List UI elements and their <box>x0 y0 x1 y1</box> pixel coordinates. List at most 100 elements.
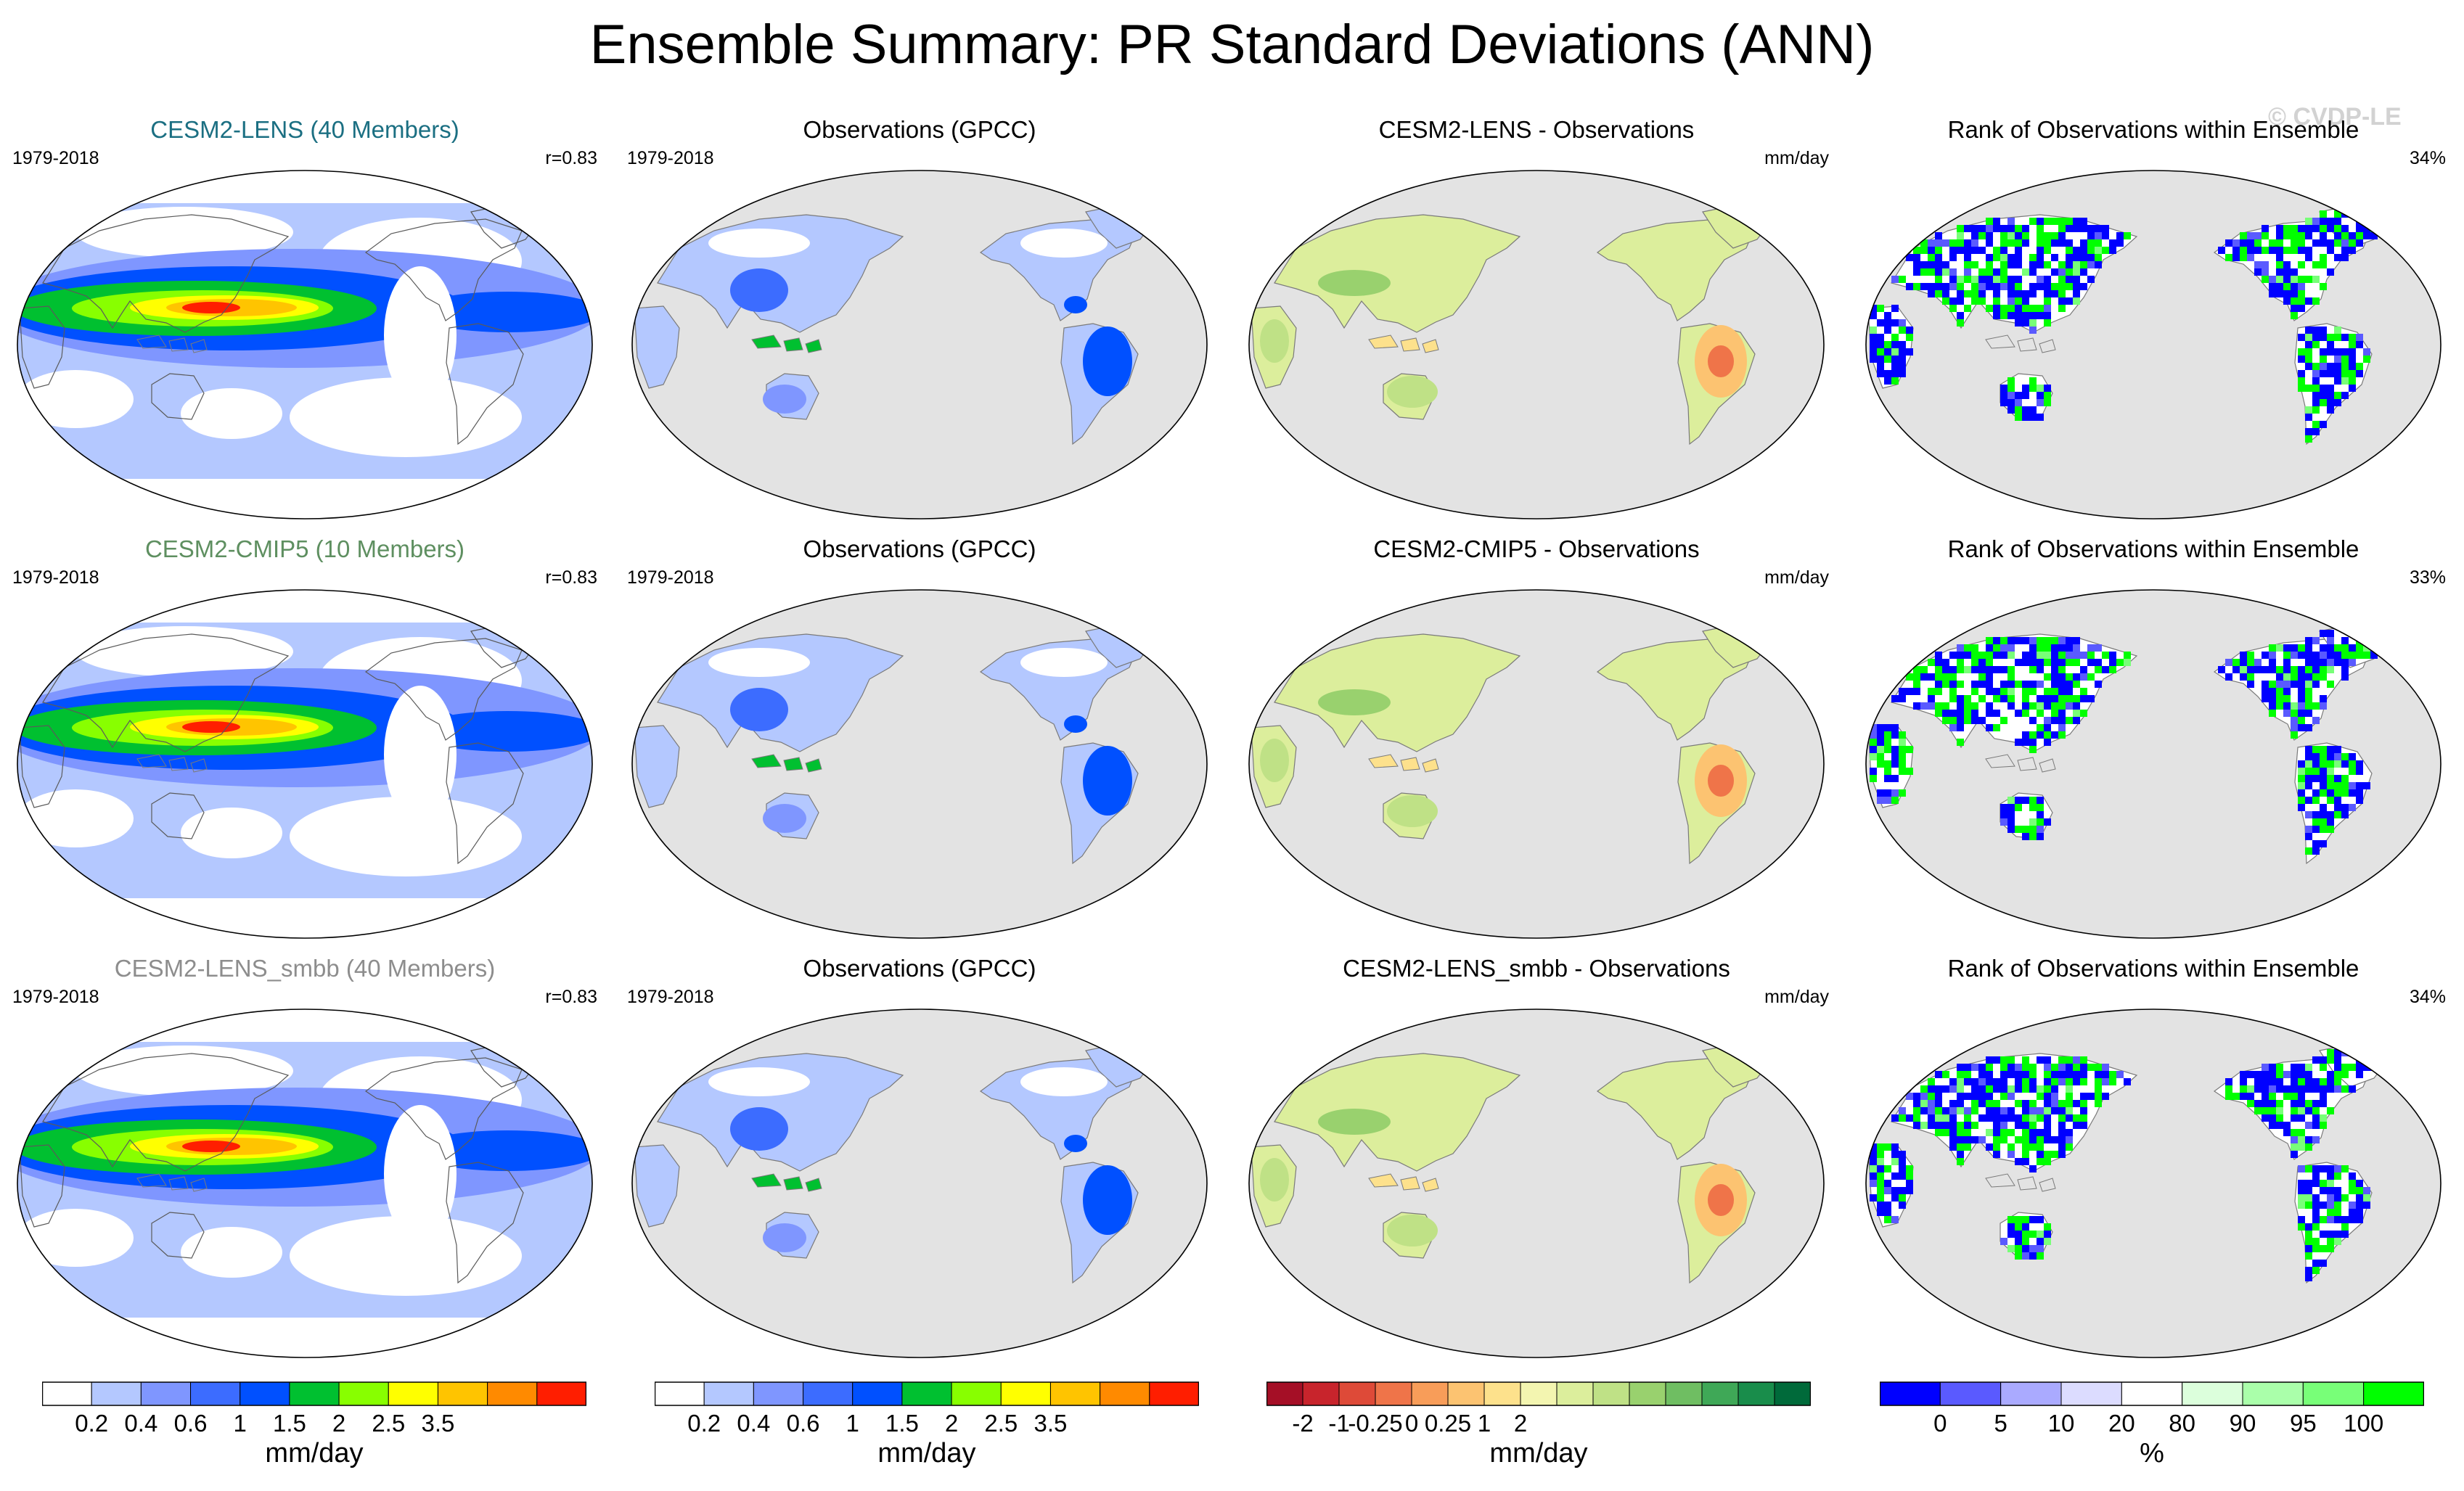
rank-cell <box>2007 1129 2015 1136</box>
rank-cell <box>2320 1216 2327 1223</box>
rank-cell <box>1877 739 1884 746</box>
rank-cell <box>2087 225 2095 232</box>
rank-cell <box>2022 1107 2029 1114</box>
land-maritime-continent <box>2017 1176 2037 1191</box>
rank-cell <box>2066 644 2073 652</box>
rank-cell <box>2334 811 2341 818</box>
rank-cell <box>1870 753 1877 760</box>
land-maritime-continent <box>751 754 782 768</box>
rank-cell <box>1935 254 1942 261</box>
diff-amazon-core <box>1708 765 1734 797</box>
rank-cell <box>2298 681 2305 688</box>
rank-cell <box>1899 319 1906 326</box>
diff-himalaya <box>1318 270 1391 296</box>
rank-cell <box>1949 283 1957 290</box>
rank-cell <box>2000 385 2007 392</box>
rank-cell <box>2029 818 2037 826</box>
rank-cell <box>1920 283 1928 290</box>
rank-cell <box>2305 356 2312 363</box>
rank-cell <box>1986 1071 1993 1078</box>
rank-cell <box>2298 305 2305 312</box>
colorbar-swatch <box>289 1381 340 1406</box>
rank-cell <box>2000 312 2007 319</box>
rank-cell <box>1935 1107 1942 1114</box>
rank-cell <box>2312 218 2320 225</box>
rank-cell <box>2029 1165 2037 1172</box>
map-border <box>631 589 1208 939</box>
rank-cell <box>2298 1180 2305 1187</box>
rank-cell <box>2341 1165 2349 1172</box>
rank-cell <box>2080 283 2087 290</box>
rank-cell <box>2262 1071 2269 1078</box>
rank-cell <box>2320 1180 2327 1187</box>
diff-africa <box>1260 319 1289 363</box>
rank-cell <box>2320 283 2327 290</box>
rank-cell <box>2044 1100 2051 1107</box>
land-maritime-continent <box>190 1178 208 1192</box>
rank-cell <box>1870 739 1877 746</box>
rank-cell <box>2007 406 2015 414</box>
rank-cell <box>2080 1114 2087 1122</box>
rank-cell <box>2312 399 2320 406</box>
rank-cell <box>2349 356 2356 363</box>
percent-label: 34% <box>2409 987 2446 1007</box>
rank-cell <box>2124 1078 2131 1085</box>
rank-cell <box>2327 363 2334 370</box>
rank-cell <box>2327 1245 2334 1252</box>
rank-cell <box>2087 659 2095 666</box>
map-border <box>17 170 593 519</box>
map-border <box>1865 589 2442 939</box>
rank-cell <box>2051 637 2058 644</box>
rank-cell <box>1957 312 1964 319</box>
rank-cell <box>1957 247 1964 254</box>
rank-cell <box>2015 1136 2022 1143</box>
rank-cell <box>2298 710 2305 717</box>
rank-cell <box>2356 225 2363 232</box>
rank-cell <box>2269 695 2276 702</box>
colorbar-tick-label: 95 <box>2290 1410 2317 1437</box>
rank-cell <box>2007 1056 2015 1064</box>
rank-cell <box>2385 1049 2392 1056</box>
obs-south-asia-high <box>730 1107 788 1151</box>
rank-cell <box>2305 644 2312 652</box>
colorbar-swatch <box>1049 1381 1101 1406</box>
rank-cell <box>2051 731 2058 739</box>
rank-cell <box>2044 717 2051 724</box>
rank-cell <box>1899 370 1906 377</box>
rank-cell <box>2298 239 2305 247</box>
rank-cell <box>2305 363 2312 370</box>
rank-cell <box>1971 1136 1978 1143</box>
rank-cell <box>2058 1143 2066 1151</box>
rank-cell <box>2240 1093 2247 1100</box>
rank-cell <box>2305 724 2312 731</box>
rank-cell <box>2095 261 2102 268</box>
rank-cell <box>2066 1071 2073 1078</box>
rank-cell <box>2247 681 2254 688</box>
rank-cell <box>2262 225 2269 232</box>
colorbar-swatch <box>2242 1381 2304 1406</box>
colorbar-swatch <box>1266 1381 1303 1406</box>
rank-cell <box>2283 710 2291 717</box>
colorbar-swatch <box>1483 1381 1521 1406</box>
colorbar-tick-label: 0.2 <box>687 1410 721 1437</box>
percent-label: 33% <box>2409 567 2446 588</box>
rank-cell <box>2320 254 2327 261</box>
rank-cell <box>2327 406 2334 414</box>
rank-cell <box>1870 746 1877 753</box>
rank-cell <box>2037 804 2044 811</box>
obs-south-asia-high <box>730 688 788 731</box>
rank-cell <box>2291 731 2298 739</box>
rank-cell <box>2349 1085 2356 1093</box>
land-maritime-continent <box>1985 754 2015 768</box>
colorbar-swatch <box>140 1381 192 1406</box>
rank-cell <box>2320 789 2327 797</box>
rank-cell <box>2044 1071 2051 1078</box>
rank-cell <box>1899 695 1906 702</box>
rank-cell <box>1986 1093 1993 1100</box>
polar-low-band <box>17 1009 592 1042</box>
rank-cell <box>2356 623 2363 630</box>
rank-cell <box>2007 283 2015 290</box>
rank-cell <box>2334 1172 2341 1180</box>
rank-cell <box>2341 254 2349 261</box>
land-northAmerica <box>1596 1057 1754 1160</box>
